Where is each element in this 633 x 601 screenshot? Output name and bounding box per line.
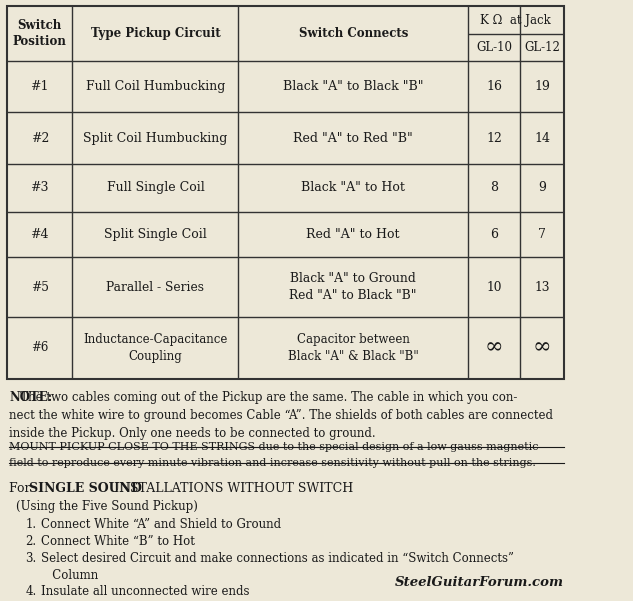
Text: Full Single Coil: Full Single Coil — [106, 182, 204, 194]
Text: 6: 6 — [490, 228, 498, 241]
Text: Insulate all unconnected wire ends: Insulate all unconnected wire ends — [41, 585, 249, 599]
Text: NOTE:: NOTE: — [9, 391, 52, 403]
Text: ∞: ∞ — [485, 337, 503, 359]
Text: 12: 12 — [486, 132, 502, 145]
Text: Type Pickup Circuit: Type Pickup Circuit — [91, 27, 220, 40]
Text: 13: 13 — [534, 281, 550, 294]
Text: Parallel - Series: Parallel - Series — [106, 281, 204, 294]
Text: Black "A" to Ground
Red "A" to Black "B": Black "A" to Ground Red "A" to Black "B" — [289, 272, 417, 302]
Text: 4.: 4. — [25, 585, 37, 599]
Text: Inductance-Capacitance
Coupling: Inductance-Capacitance Coupling — [83, 333, 228, 362]
Text: Connect White “B” to Hot: Connect White “B” to Hot — [41, 535, 194, 548]
Text: Capacitor between
Black "A" & Black "B": Capacitor between Black "A" & Black "B" — [288, 333, 418, 362]
Text: Black "A" to Hot: Black "A" to Hot — [301, 182, 405, 194]
Text: SteelGuitarForum.com: SteelGuitarForum.com — [395, 576, 564, 590]
Text: #1: #1 — [30, 80, 49, 93]
Text: (Using the Five Sound Pickup): (Using the Five Sound Pickup) — [16, 500, 198, 513]
Text: Connect White “A” and Shield to Ground: Connect White “A” and Shield to Ground — [41, 517, 281, 531]
Text: INSTALLATIONS WITHOUT SWITCH: INSTALLATIONS WITHOUT SWITCH — [110, 482, 353, 495]
Text: Split Single Coil: Split Single Coil — [104, 228, 207, 241]
Text: 10: 10 — [486, 281, 502, 294]
Text: Switch Connects: Switch Connects — [299, 27, 408, 40]
Text: 3.: 3. — [25, 552, 37, 564]
Text: 1.: 1. — [25, 517, 37, 531]
Text: Split Coil Humbucking: Split Coil Humbucking — [83, 132, 228, 145]
Text: Red "A" to Hot: Red "A" to Hot — [306, 228, 400, 241]
Text: #6: #6 — [31, 341, 49, 355]
Text: 16: 16 — [486, 80, 502, 93]
Text: GL-12: GL-12 — [524, 41, 560, 54]
Text: GL-10: GL-10 — [476, 41, 512, 54]
Text: #4: #4 — [30, 228, 49, 241]
Text: The two cables coming out of the Pickup are the same. The cable in which you con: The two cables coming out of the Pickup … — [9, 391, 553, 439]
Text: ∞: ∞ — [533, 337, 551, 359]
Text: Full Coil Humbucking: Full Coil Humbucking — [85, 80, 225, 93]
Text: 9: 9 — [538, 182, 546, 194]
Text: K Ω  at Jack: K Ω at Jack — [480, 14, 551, 26]
Text: field to reproduce every minute vibration and increase sensitivity without pull : field to reproduce every minute vibratio… — [9, 458, 536, 468]
Text: For: For — [9, 482, 35, 495]
Text: 8: 8 — [490, 182, 498, 194]
Bar — [7, 6, 564, 379]
Text: 2.: 2. — [25, 535, 37, 548]
Text: Red "A" to Red "B": Red "A" to Red "B" — [293, 132, 413, 145]
Text: Select desired Circuit and make connections as indicated in “Switch Connects”
  : Select desired Circuit and make connecti… — [41, 552, 513, 582]
Text: 7: 7 — [538, 228, 546, 241]
Text: MOUNT PICKUP CLOSE TO THE STRINGS due to the special design of a low gauss magne: MOUNT PICKUP CLOSE TO THE STRINGS due to… — [9, 442, 539, 452]
Text: Switch
Position: Switch Position — [13, 19, 66, 48]
Text: 14: 14 — [534, 132, 550, 145]
Text: Black "A" to Black "B": Black "A" to Black "B" — [283, 80, 423, 93]
Text: #5: #5 — [31, 281, 49, 294]
Text: SINGLE SOUND: SINGLE SOUND — [29, 482, 142, 495]
Text: 19: 19 — [534, 80, 550, 93]
Text: #3: #3 — [30, 182, 49, 194]
Text: #2: #2 — [30, 132, 49, 145]
